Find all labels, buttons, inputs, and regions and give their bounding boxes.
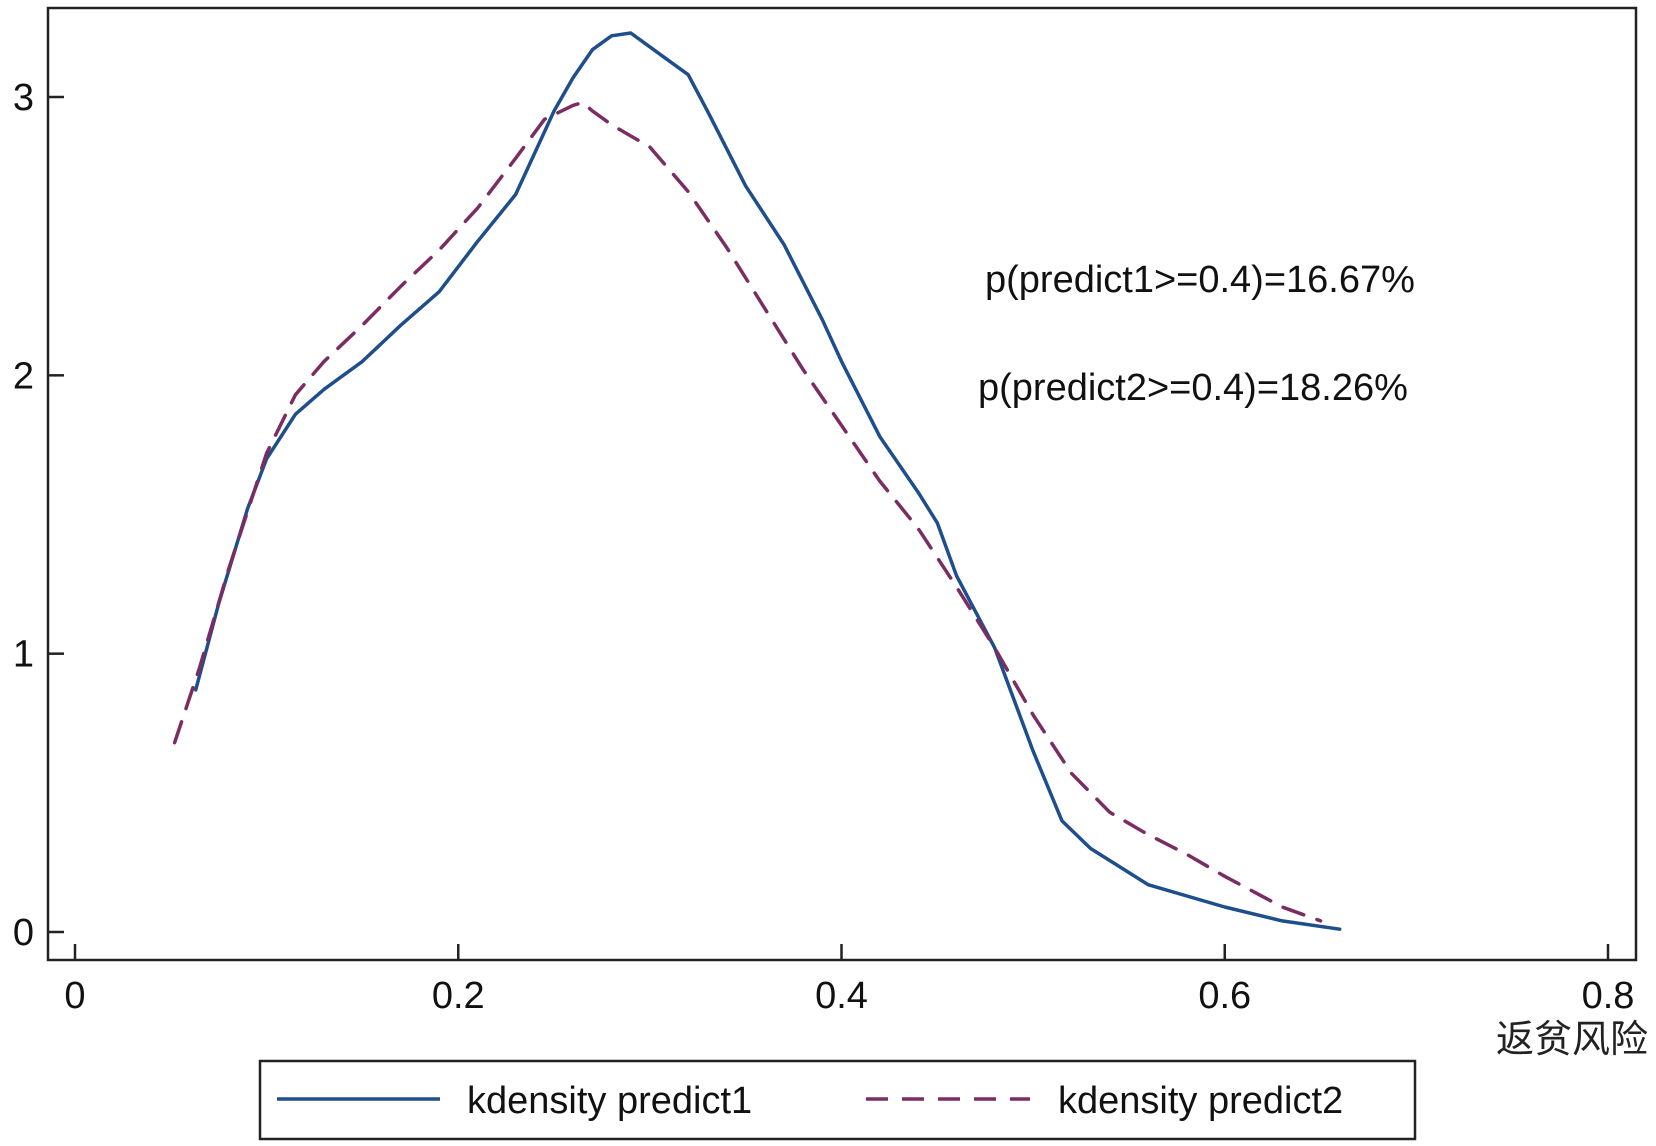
y-tick-label-1: 1 — [13, 634, 34, 676]
y-tick-label-0: 0 — [13, 912, 34, 954]
y-axis: 0 1 2 3 — [13, 77, 64, 954]
y-tick-label-2: 2 — [13, 355, 34, 397]
series-line-1 — [193, 31, 1342, 931]
legend-label-predict1: kdensity predict1 — [467, 1080, 752, 1122]
x-axis-title: 返贫风险 — [1496, 1017, 1648, 1061]
legend: kdensity predict1 kdensity predict2 — [258, 1059, 1417, 1141]
x-axis: 0 0.2 0.4 0.6 0.8 — [64, 944, 1634, 1017]
x-tick-label-0.4: 0.4 — [815, 975, 868, 1017]
annotation-predict2: p(predict2>=0.4)=18.26% — [978, 367, 1408, 409]
legend-box — [258, 1059, 1417, 1141]
x-tick-label-0: 0 — [64, 975, 85, 1017]
x-tick-label-0.8: 0.8 — [1582, 975, 1635, 1017]
annotation-predict1: p(predict1>=0.4)=16.67% — [985, 259, 1415, 301]
series-layer — [172, 31, 1342, 931]
plot-frame — [46, 6, 1638, 962]
x-tick-label-0.2: 0.2 — [432, 975, 485, 1017]
series-line-2 — [172, 100, 1323, 923]
x-tick-label-0.6: 0.6 — [1198, 975, 1251, 1017]
y-tick-label-3: 3 — [13, 77, 34, 119]
plot-border — [46, 6, 1638, 962]
legend-label-predict2: kdensity predict2 — [1058, 1080, 1343, 1122]
